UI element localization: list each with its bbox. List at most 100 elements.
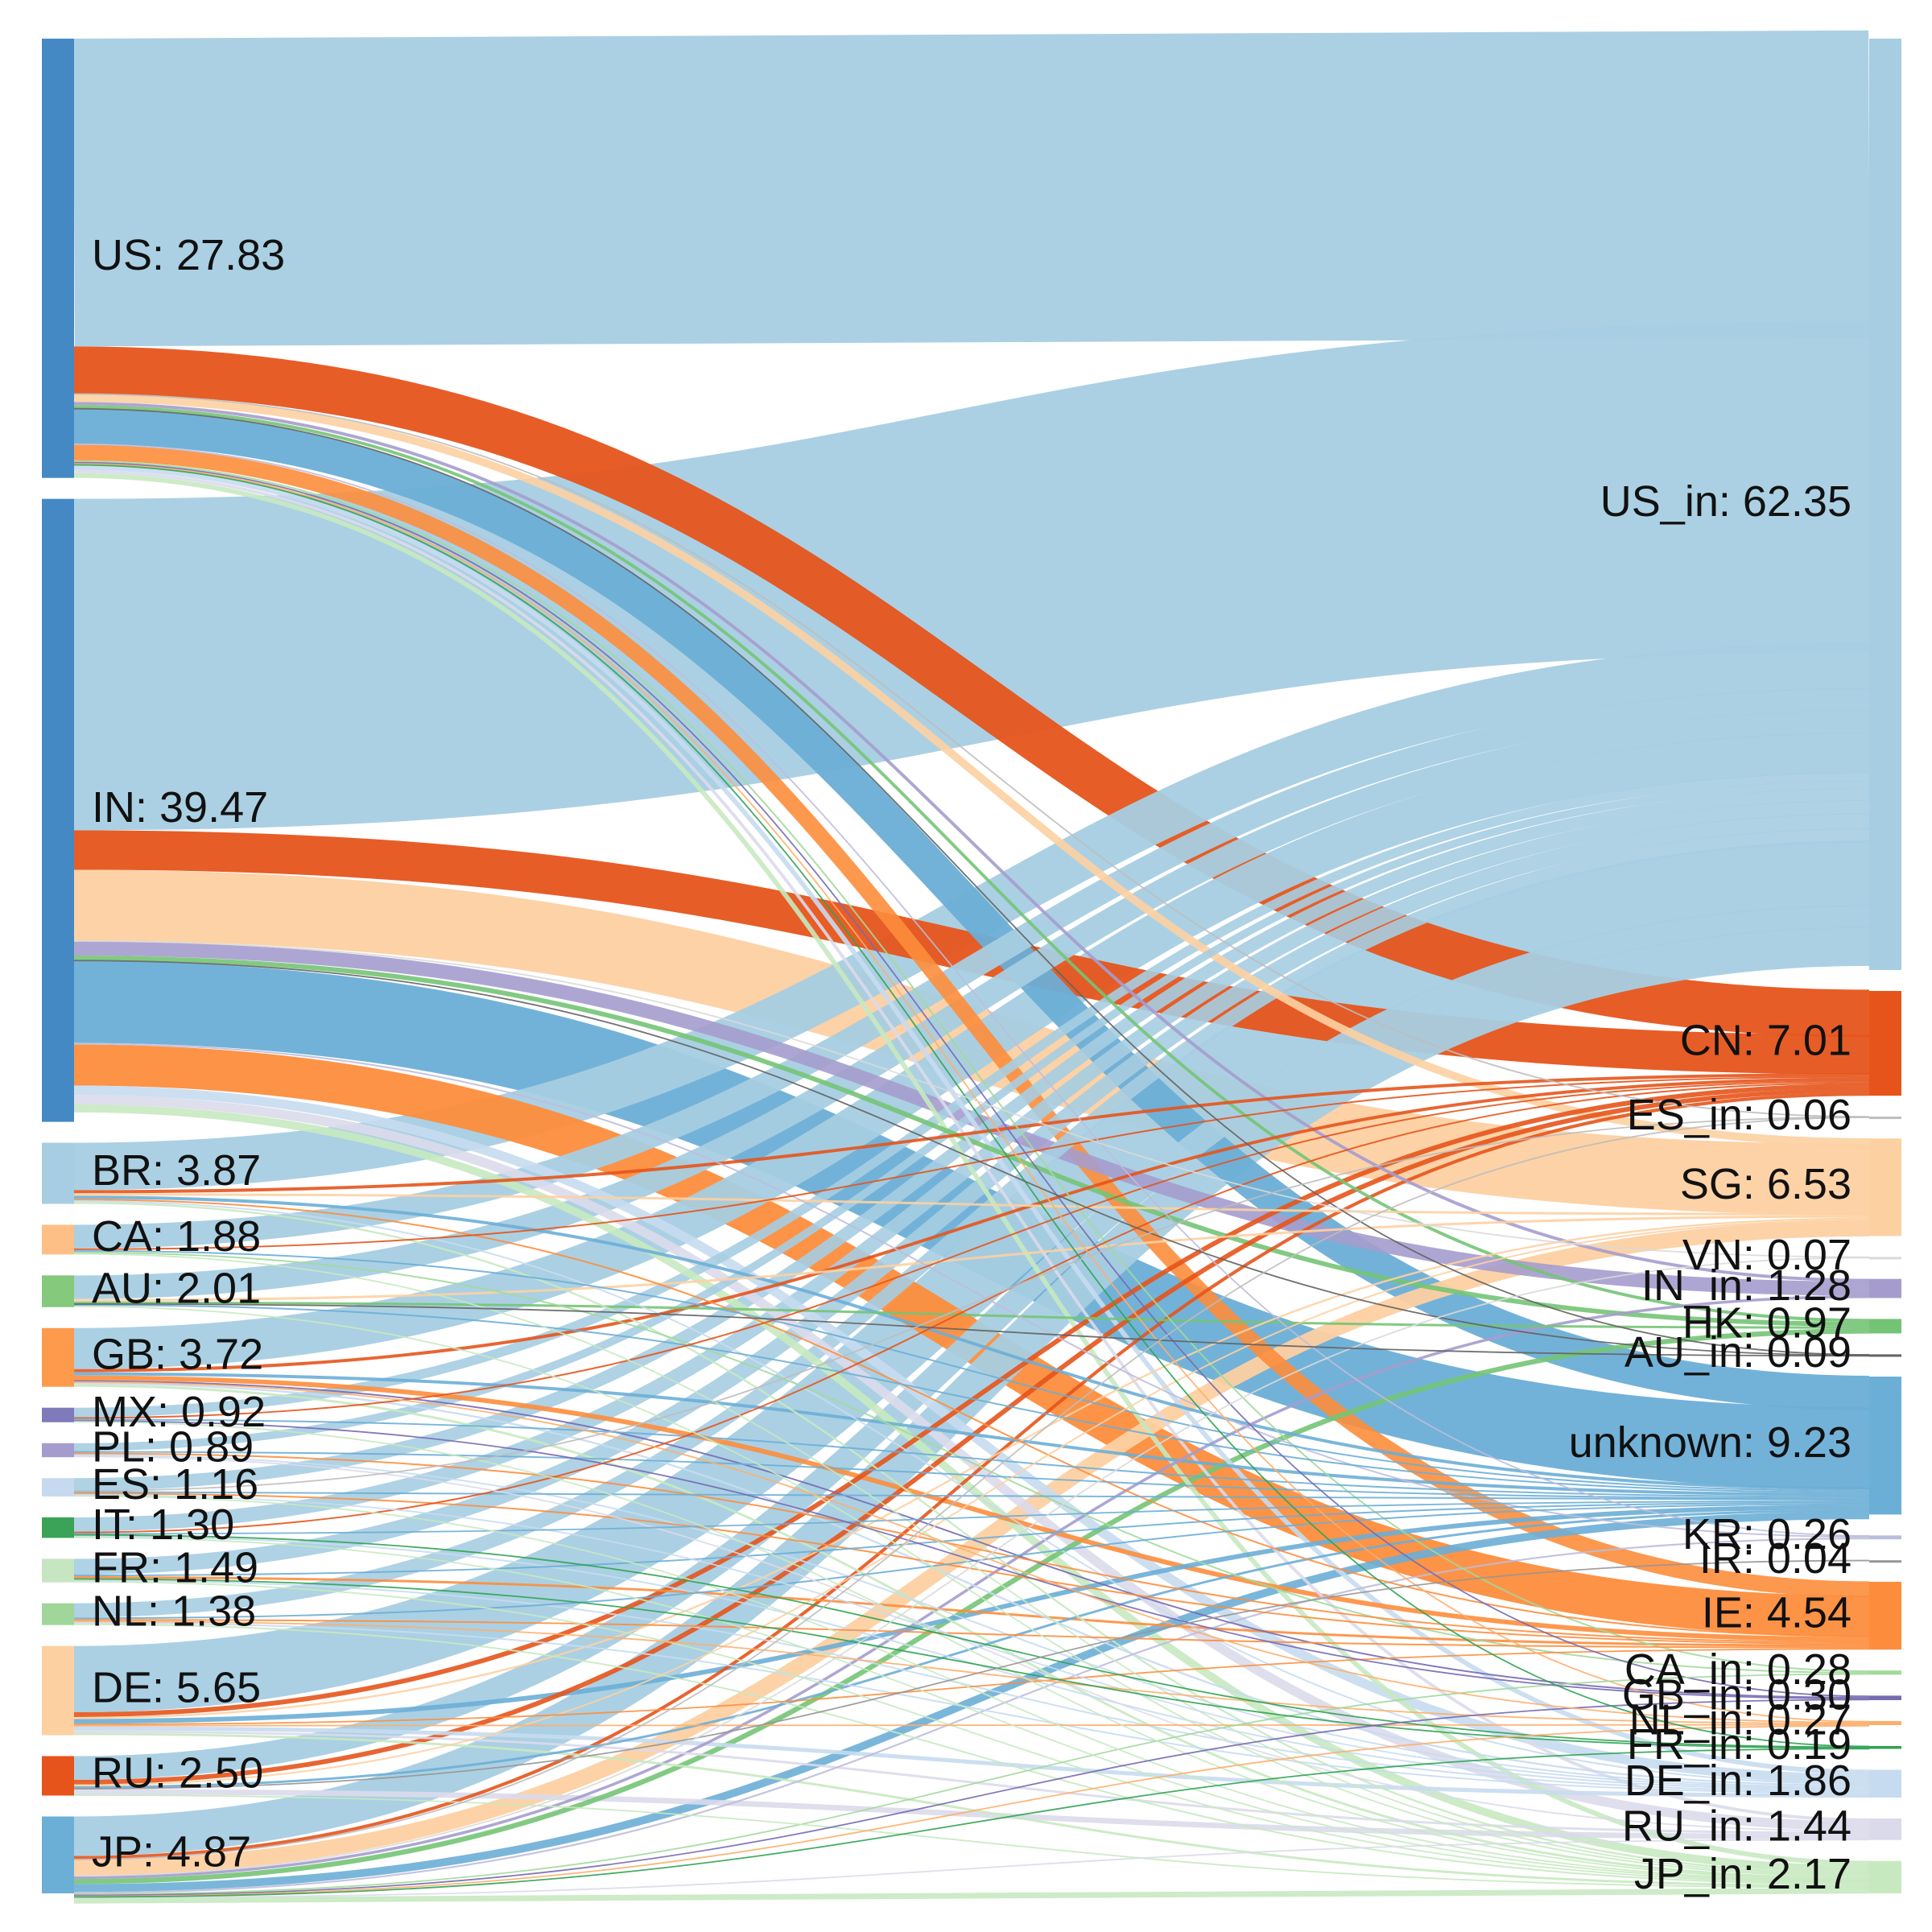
link-de-de_in xyxy=(73,1726,1870,1798)
target-node-ie xyxy=(1869,1581,1901,1650)
target-node-ir xyxy=(1869,1560,1901,1563)
source-label-es: ES: 1.16 xyxy=(92,1460,258,1509)
source-label-de: DE: 5.65 xyxy=(92,1663,261,1711)
source-node-pl xyxy=(42,1443,74,1458)
source-node-us xyxy=(42,39,74,478)
target-label-jp_in: JP_in: 2.17 xyxy=(1634,1850,1852,1898)
link-jp-unknown xyxy=(73,1511,1870,1893)
link-in-cn xyxy=(73,830,1870,1075)
link-ca-us_in xyxy=(73,687,1870,1249)
target-node-in_in xyxy=(1869,1278,1901,1298)
target-node-de_in xyxy=(1869,1769,1901,1798)
link-nl-jp_in xyxy=(73,1623,1870,1885)
link-gb-jp_in xyxy=(73,1384,1870,1880)
nodes-layer xyxy=(42,39,1901,1893)
link-gb-us_in xyxy=(73,732,1870,1369)
link-in-hk xyxy=(73,955,1870,1327)
target-label-us_in: US_in: 62.35 xyxy=(1600,477,1852,526)
link-au-us_in xyxy=(73,710,1870,1299)
link-br-cn xyxy=(73,1072,1870,1194)
link-pl-unknown xyxy=(73,1451,1870,1500)
link-br-ie xyxy=(73,1199,1870,1637)
target-label-ie: IE: 4.54 xyxy=(1702,1588,1852,1637)
source-node-de xyxy=(42,1645,74,1736)
target-node-fr_in xyxy=(1869,1745,1901,1749)
link-de-cn xyxy=(73,1083,1870,1717)
link-de-sg xyxy=(73,1217,1870,1719)
link-jp-fr_in xyxy=(73,1748,1870,1898)
link-pl-de_in xyxy=(73,1454,1870,1789)
link-us-sg xyxy=(73,394,1870,1146)
target-label-ca_in: CA_in: 0.28 xyxy=(1624,1645,1852,1694)
link-it-unknown xyxy=(73,1500,1870,1535)
link-us-in_in xyxy=(73,402,1870,1282)
link-de-ie xyxy=(73,1648,1870,1725)
link-au-sg xyxy=(73,1215,1870,1302)
link-ru-jp_in xyxy=(73,1794,1870,1889)
link-jp-vn xyxy=(73,1257,1870,1877)
link-us-ru_in xyxy=(73,469,1870,1822)
link-fr-ie xyxy=(73,1575,1870,1647)
link-gb-ie xyxy=(73,1375,1870,1642)
link-in-vn xyxy=(73,940,1870,1258)
link-us-fr_in xyxy=(73,464,1870,1748)
link-ru-ru_in xyxy=(73,1789,1870,1839)
target-node-unknown xyxy=(1869,1377,1901,1515)
source-label-jp: JP: 4.87 xyxy=(92,1828,251,1876)
link-mx-us_in xyxy=(73,771,1870,1418)
link-jp-in_in xyxy=(73,1294,1870,1880)
link-gb-de_in xyxy=(73,1382,1870,1787)
link-br-unknown xyxy=(73,1195,1870,1491)
target-label-unknown: unknown: 9.23 xyxy=(1569,1418,1852,1467)
link-es-jp_in xyxy=(73,1495,1870,1882)
source-label-au: AU: 2.01 xyxy=(92,1264,261,1312)
link-au-hk xyxy=(73,1301,1870,1329)
link-ca-cn xyxy=(73,1075,1870,1250)
target-node-cn xyxy=(1869,991,1901,1096)
link-ru-ir xyxy=(73,1559,1870,1790)
target-label-hk: HK: 0.97 xyxy=(1682,1299,1852,1348)
link-jp-es_in xyxy=(73,1117,1870,1860)
link-it-fr_in xyxy=(73,1534,1870,1748)
link-us-gb_in xyxy=(73,461,1870,1698)
link-mx-cn xyxy=(73,1080,1870,1419)
source-node-ru xyxy=(42,1756,74,1796)
link-fr-unknown xyxy=(73,1501,1870,1577)
link-pl-ie xyxy=(73,1452,1870,1644)
links-layer xyxy=(73,30,1870,1904)
target-label-gb_in: GB_in: 0.30 xyxy=(1622,1670,1852,1719)
source-node-mx xyxy=(42,1407,74,1422)
target-label-fr_in: FR_in: 0.19 xyxy=(1627,1720,1852,1769)
link-mx-jp_in xyxy=(73,1421,1870,1881)
link-us-au_in xyxy=(73,407,1870,1356)
link-jp-hk xyxy=(73,1328,1870,1885)
source-node-in xyxy=(42,498,74,1122)
target-label-ru_in: RU_in: 1.44 xyxy=(1622,1802,1852,1851)
link-fr-de_in xyxy=(73,1579,1870,1793)
source-label-br: BR: 3.87 xyxy=(92,1146,261,1195)
target-node-ru_in xyxy=(1869,1818,1901,1840)
target-node-vn xyxy=(1869,1257,1901,1260)
link-in-us_in xyxy=(73,320,1870,831)
link-es-es_in xyxy=(73,1116,1870,1492)
link-us-jp_in xyxy=(73,473,1870,1866)
target-label-ir: IR: 0.04 xyxy=(1699,1534,1852,1583)
target-node-jp_in xyxy=(1869,1860,1901,1893)
link-pl-ru_in xyxy=(73,1455,1870,1832)
link-in-kr xyxy=(73,1042,1870,1538)
link-us-kr xyxy=(73,443,1870,1537)
link-ru-sg xyxy=(73,1219,1870,1786)
link-de-us_in xyxy=(73,840,1870,1713)
source-node-it xyxy=(42,1517,74,1538)
source-node-br xyxy=(42,1142,74,1204)
target-node-au_in xyxy=(1869,1354,1901,1357)
source-label-nl: NL: 1.38 xyxy=(92,1587,256,1635)
target-node-nl_in xyxy=(1869,1720,1901,1725)
source-label-ca: CA: 1.88 xyxy=(92,1212,261,1261)
link-it-jp_in xyxy=(73,1536,1870,1883)
link-jp-jp_in xyxy=(73,1888,1870,1904)
target-label-cn: CN: 7.01 xyxy=(1680,1016,1852,1064)
link-in-au_in xyxy=(73,960,1870,1356)
